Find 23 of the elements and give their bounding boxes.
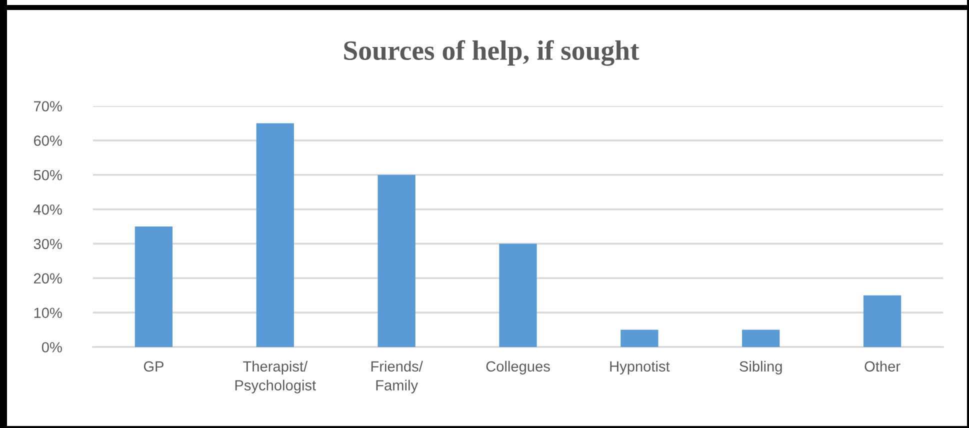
chart-title: Sources of help, if sought xyxy=(344,40,640,66)
y-tick-label: 30% xyxy=(34,238,62,250)
bar xyxy=(134,226,173,347)
y-tick-label: 20% xyxy=(34,273,62,284)
x-tick-label: GP xyxy=(144,361,164,372)
y-tick-label: 70% xyxy=(34,101,62,112)
y-tick-label: 60% xyxy=(34,136,62,146)
x-tick-label: Hypnotist xyxy=(610,360,670,374)
y-tick-label: 0% xyxy=(42,342,62,352)
bar xyxy=(378,174,416,347)
bar xyxy=(863,295,902,347)
bar xyxy=(620,330,658,347)
bar xyxy=(499,244,537,347)
x-tick-label: Collegues xyxy=(486,360,550,374)
x-tick-label: Friends/ Family xyxy=(371,360,423,394)
bar xyxy=(256,123,294,347)
bar xyxy=(742,330,780,347)
x-tick-label: Therapist/ Psychologist xyxy=(235,360,316,394)
y-tick-label: 10% xyxy=(34,308,62,318)
x-tick-label: Sibling xyxy=(740,360,782,374)
y-tick-label: 50% xyxy=(34,170,62,180)
x-tick-label: Other xyxy=(864,360,900,372)
y-tick-label: 40% xyxy=(34,204,62,215)
